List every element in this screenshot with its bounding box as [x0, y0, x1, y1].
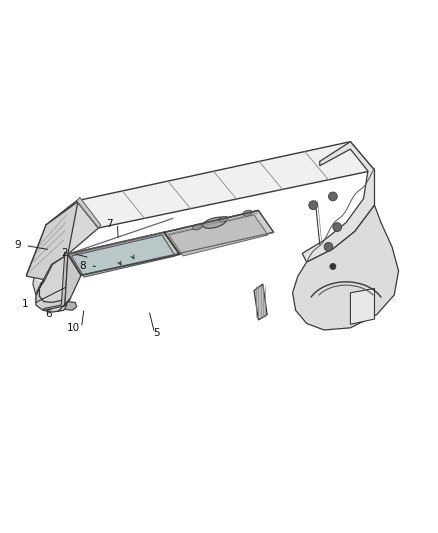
- Text: 5: 5: [153, 328, 160, 338]
- Polygon shape: [164, 211, 274, 254]
- Polygon shape: [169, 215, 268, 256]
- Polygon shape: [293, 205, 399, 330]
- Polygon shape: [44, 252, 68, 310]
- Polygon shape: [254, 284, 267, 320]
- Text: 8: 8: [79, 261, 86, 271]
- Ellipse shape: [243, 210, 252, 216]
- Text: 6: 6: [45, 309, 52, 319]
- Circle shape: [309, 201, 318, 209]
- Polygon shape: [350, 288, 374, 324]
- Text: 1: 1: [22, 298, 29, 309]
- Polygon shape: [302, 142, 374, 262]
- Polygon shape: [65, 302, 77, 310]
- Ellipse shape: [203, 217, 226, 228]
- Circle shape: [324, 243, 333, 251]
- Polygon shape: [46, 201, 99, 254]
- Text: 7: 7: [106, 219, 113, 229]
- Polygon shape: [71, 235, 175, 277]
- Text: 9: 9: [14, 240, 21, 251]
- Polygon shape: [77, 197, 101, 228]
- Polygon shape: [68, 232, 180, 275]
- Polygon shape: [65, 254, 81, 306]
- Ellipse shape: [192, 224, 202, 230]
- Polygon shape: [26, 201, 79, 310]
- Circle shape: [333, 223, 342, 231]
- Circle shape: [330, 263, 336, 270]
- Polygon shape: [26, 201, 78, 312]
- Text: 10: 10: [67, 323, 80, 333]
- Circle shape: [328, 192, 337, 201]
- Ellipse shape: [219, 216, 228, 222]
- Text: 2: 2: [61, 248, 68, 259]
- Polygon shape: [77, 142, 374, 228]
